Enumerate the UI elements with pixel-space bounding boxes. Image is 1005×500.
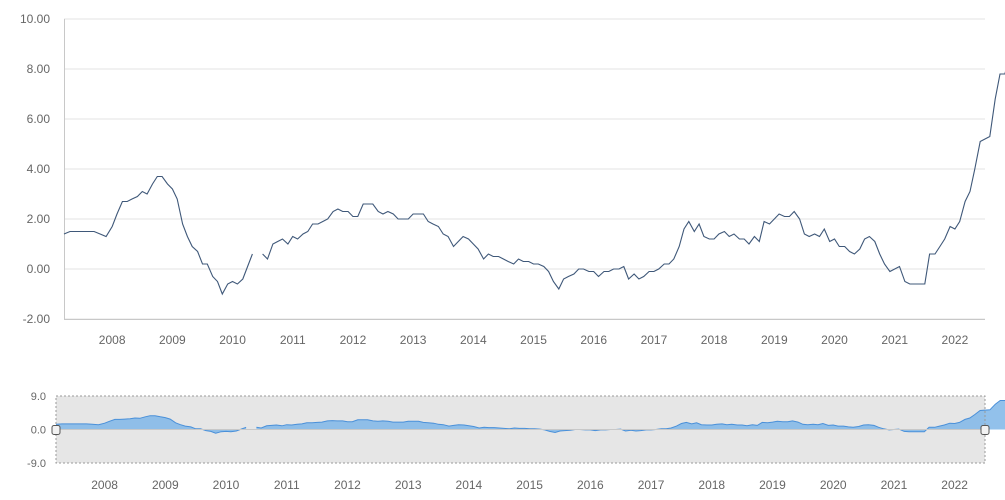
main-x-tick-label: 2011 [280, 333, 306, 347]
main-x-tick-label: 2015 [520, 333, 547, 347]
main-y-tick-label: 4.00 [27, 162, 51, 176]
navigator-x-tick-label: 2011 [274, 478, 300, 492]
navigator-y-tick-label: 0.0 [31, 425, 46, 437]
navigator-x-tick-label: 2016 [577, 478, 604, 492]
main-y-axis-tick-labels: 10.00 8.00 6.00 4.00 2.00 0.00 -2.00 [20, 12, 50, 326]
main-y-tick-label: -2.00 [23, 312, 51, 326]
navigator-x-tick-label: 2010 [213, 478, 240, 492]
navigator-x-tick-label: 2020 [820, 478, 847, 492]
navigator-x-tick-label: 2009 [152, 478, 179, 492]
main-x-tick-label: 2010 [219, 333, 246, 347]
navigator-x-tick-label: 2008 [91, 478, 118, 492]
navigator-line [55, 415, 247, 434]
navigator-right-handle[interactable] [980, 425, 990, 435]
navigator-x-tick-label: 2019 [759, 478, 786, 492]
main-y-tick-label: 10.00 [20, 12, 50, 26]
main-y-tick-label: 0.00 [27, 262, 51, 276]
main-x-tick-label: 2020 [821, 333, 848, 347]
main-y-tick-label: 6.00 [27, 112, 51, 126]
navigator[interactable]: 9.00.0-9.0 2008 2009 2010 2011 2012 2013 2014 2… [27, 391, 1005, 492]
navigator-y-axis-tick-labels: 9.0 0.0 -9.0 [27, 391, 46, 470]
main-x-tick-label: 2009 [159, 333, 186, 347]
navigator-line [256, 399, 1005, 434]
navigator-x-axis-tick-labels: 2008 2009 2010 2011 2012 2013 2014 2015 2016 2017… [91, 478, 968, 492]
main-x-axis-tick-labels: 2008 2009 2010 2011 2012 2013 2014 2015 2016 2017… [99, 333, 969, 347]
main-x-tick-label: 2008 [99, 333, 126, 347]
series-line [262, 71, 1005, 291]
series-line [63, 175, 253, 296]
navigator-x-tick-label: 2012 [334, 478, 361, 492]
main-y-tick-label: 2.00 [27, 212, 51, 226]
navigator-x-tick-label: 2017 [638, 478, 665, 492]
main-x-tick-label: 2019 [761, 333, 788, 347]
main-x-tick-label: 2022 [942, 333, 969, 347]
navigator-left-handle[interactable] [51, 425, 61, 435]
navigator-x-tick-label: 2013 [395, 478, 422, 492]
main-x-tick-label: 2014 [460, 333, 487, 347]
main-x-tick-label: 2017 [641, 333, 668, 347]
navigator-x-tick-label: 2015 [516, 478, 543, 492]
navigator-y-tick-label: -9.0 [27, 458, 46, 470]
main-x-tick-label: 2016 [580, 333, 607, 347]
navigator-x-tick-label: 2022 [941, 478, 968, 492]
navigator-selection-outline [55, 395, 986, 464]
main-x-tick-label: 2021 [881, 333, 908, 347]
main-x-tick-label: 2018 [701, 333, 728, 347]
main-gridlines [64, 18, 985, 320]
main-x-tick-label: 2013 [400, 333, 427, 347]
main-series [63, 71, 1005, 296]
navigator-y-tick-label: 9.0 [31, 391, 46, 403]
navigator-x-tick-label: 2014 [456, 478, 483, 492]
main-x-tick-label: 2012 [340, 333, 367, 347]
main-y-tick-label: 8.00 [27, 62, 51, 76]
navigator-x-tick-label: 2018 [698, 478, 725, 492]
navigator-x-tick-label: 2021 [881, 478, 908, 492]
